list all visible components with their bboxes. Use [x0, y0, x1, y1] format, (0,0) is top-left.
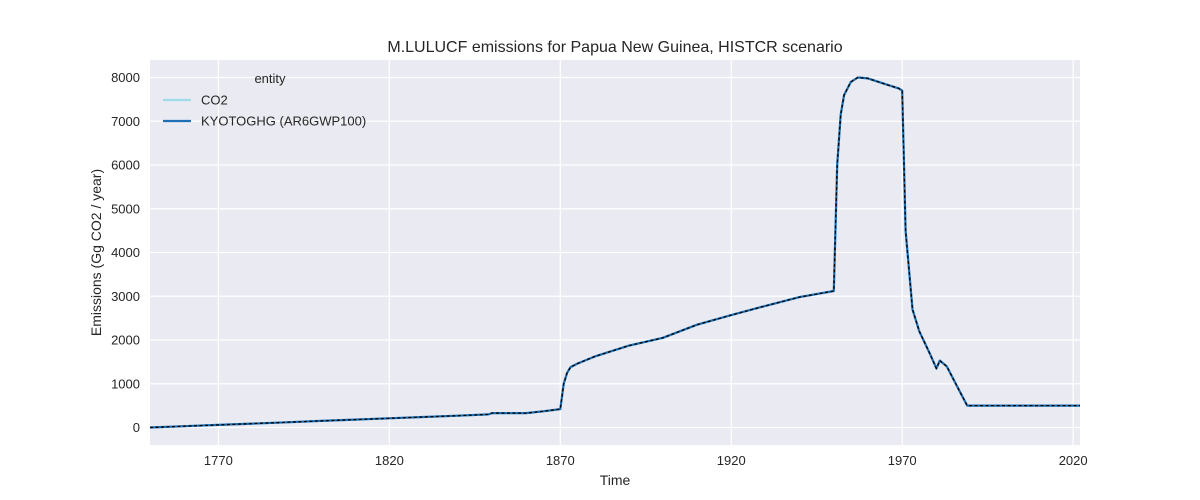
x-tick-label: 1970 — [888, 453, 917, 468]
x-tick-label: 1820 — [375, 453, 404, 468]
y-tick-label: 5000 — [111, 201, 140, 216]
x-axis-label: Time — [600, 472, 631, 488]
series-line-dashed-overlay — [149, 76, 1080, 429]
y-tick-label: 4000 — [111, 245, 140, 260]
tick-labels: 1770 1820 1870 1920 1970 2020 0 1000 2000 3000 400… — [111, 70, 1088, 468]
grid — [150, 60, 1080, 445]
y-tick-label: 3000 — [111, 289, 140, 304]
x-tick-label: 1870 — [546, 453, 575, 468]
x-tick-label: 2020 — [1059, 453, 1088, 468]
y-tick-label: 0 — [133, 420, 140, 435]
y-tick-label: 8000 — [111, 70, 140, 85]
y-tick-label: 2000 — [111, 333, 140, 348]
x-tick-label: 1920 — [717, 453, 746, 468]
x-tick-label: 1770 — [204, 453, 233, 468]
chart-title: M.LULUCF emissions for Papua New Guinea,… — [387, 39, 842, 56]
legend: entity CO2 KYOTOGHG (AR6GWP100) — [163, 71, 366, 129]
legend-label-co2: CO2 — [201, 93, 228, 108]
legend-title: entity — [254, 71, 286, 86]
y-tick-label: 7000 — [111, 114, 140, 129]
legend-label-kyotoghg: KYOTOGHG (AR6GWP100) — [201, 114, 366, 129]
series-layer — [149, 76, 1080, 429]
y-axis-label: Emissions (Gg CO2 / year) — [88, 169, 104, 336]
y-tick-label: 1000 — [111, 376, 140, 391]
y-tick-label: 6000 — [111, 158, 140, 173]
